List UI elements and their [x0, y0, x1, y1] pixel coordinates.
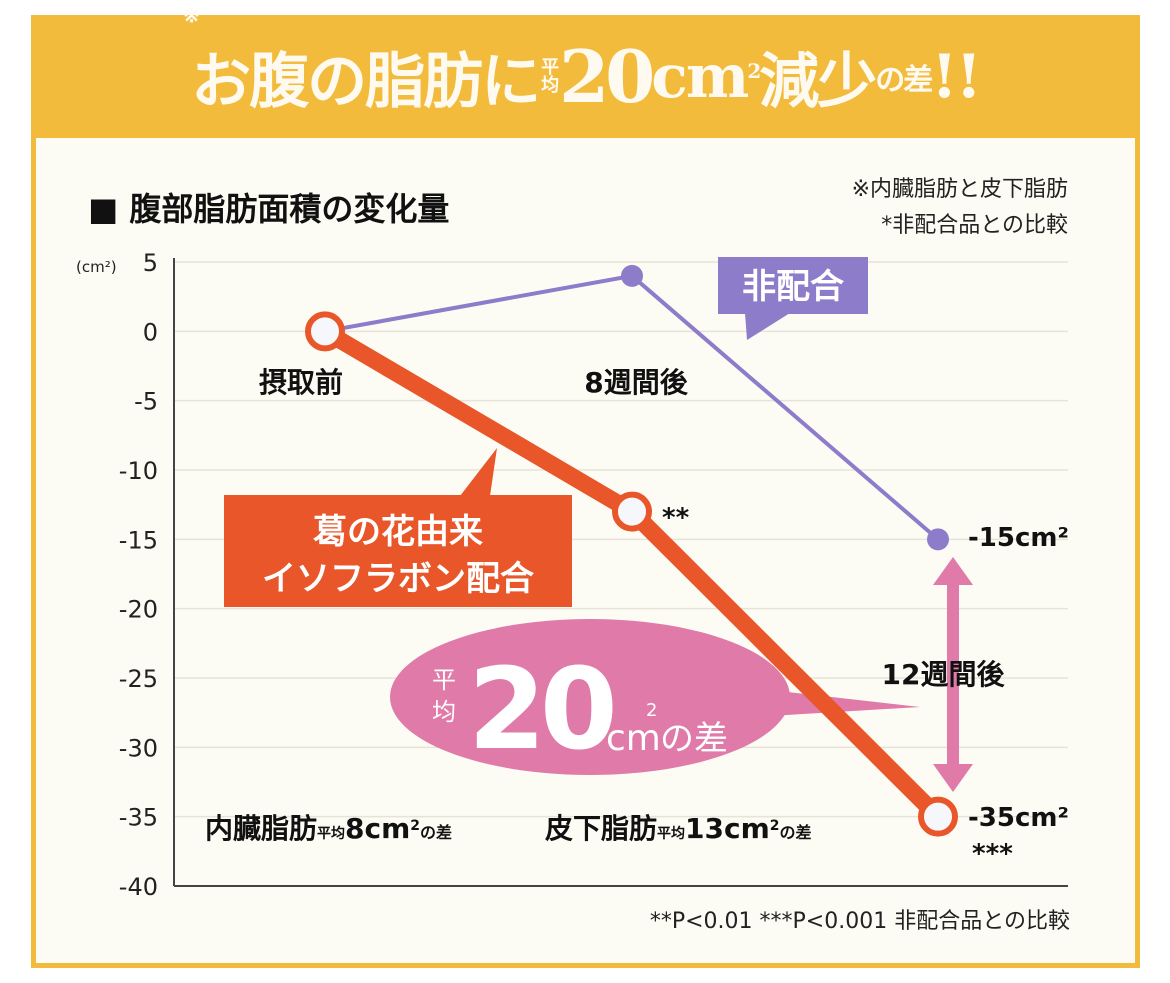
- category-label-0: 摂取前: [259, 366, 343, 399]
- visceral-sup: 2: [410, 818, 420, 834]
- subcutaneous-sup: 2: [770, 818, 780, 834]
- y-tick-label: -20: [119, 596, 158, 624]
- subcutaneous-suffix: の差: [780, 823, 812, 842]
- active-label-line2: イソフラボン配合: [262, 559, 534, 599]
- callout-avg-top: 平: [432, 666, 456, 694]
- y-tick-label: -15: [119, 526, 158, 554]
- headline-part2: に: [481, 47, 541, 117]
- y-tick-label: -25: [119, 665, 158, 693]
- placebo-label: 非配合: [742, 267, 844, 307]
- visceral-label: 内臓脂肪: [205, 812, 317, 845]
- callout-avg-bottom: 均: [432, 698, 456, 726]
- subcutaneous-label: 皮下脂肪: [545, 812, 657, 845]
- footnote: **P<0.01 ***P<0.001 非配合品との比較: [650, 909, 1070, 934]
- headline-part1: お腹の脂肪 ※: [183, 3, 483, 117]
- y-tick-label: -40: [119, 873, 158, 901]
- subcutaneous-avg: 平均: [657, 825, 685, 842]
- difference-arrow: [933, 557, 973, 792]
- category-label-2: 12週間後: [882, 658, 1006, 691]
- active-label-line1: 葛の花由来: [313, 512, 483, 552]
- callout-sup: 2: [646, 700, 657, 721]
- y-tick-label: -30: [119, 734, 158, 762]
- headline-unit: cm: [651, 41, 749, 112]
- series: [305, 264, 958, 837]
- headline-value: 20: [559, 34, 655, 119]
- breakdown-text-2: 皮下脂肪平均13cm2の差: [545, 812, 812, 845]
- y-axis-unit: (cm²): [76, 258, 117, 276]
- headline-unit-sup: 2: [747, 58, 761, 83]
- headline-exclaim: !!: [931, 41, 982, 112]
- placebo-end-label: -15cm²: [968, 523, 1069, 553]
- y-tick-label: -35: [119, 804, 158, 832]
- significance-week8: **: [662, 503, 690, 533]
- visceral-suffix: の差: [420, 823, 452, 842]
- data-point-active: [612, 491, 652, 532]
- chart-title: ■ 腹部脂肪面積の変化量: [88, 190, 449, 228]
- data-point-active: [305, 311, 345, 352]
- callout-unit: cm: [606, 718, 661, 759]
- difference-callout: 平 均 20 cm 2 の差: [390, 619, 920, 775]
- headline-avg: 平均: [541, 56, 559, 96]
- callout-value: 20: [468, 645, 613, 775]
- active-end-label: -35cm²: [968, 803, 1069, 833]
- data-point-placebo: [927, 528, 949, 551]
- visceral-avg: 平均: [317, 825, 345, 842]
- headline-part3: 減少: [759, 47, 877, 117]
- y-tick-label: -5: [134, 388, 158, 416]
- y-tick-label: 0: [143, 318, 158, 346]
- note-line-1: ※内臓脂肪と皮下脂肪: [852, 177, 1068, 202]
- data-point-active: [918, 796, 958, 837]
- active-legend-callout: 葛の花由来 イソフラボン配合: [224, 448, 572, 607]
- note-line-2: *非配合品との比較: [881, 213, 1068, 238]
- significance-week12: ***: [972, 839, 1013, 869]
- subcutaneous-value: 13cm: [685, 812, 770, 845]
- y-tick-label: 5: [143, 249, 158, 277]
- visceral-value: 8cm: [345, 812, 410, 845]
- placebo-legend-callout: 非配合: [718, 257, 868, 340]
- data-point-placebo: [621, 264, 643, 287]
- y-tick-label: -10: [119, 457, 158, 485]
- breakdown-text: 内臓脂肪平均8cm2の差: [205, 812, 452, 845]
- headline: お腹の脂肪 ※ に 平均 20 cm 2 減少 の差 !!: [31, 3, 1140, 138]
- callout-suffix: の差: [660, 719, 728, 759]
- y-tick-labels: 5 0 -5 -10 -15 -20 -25 -30 -35 -40: [119, 249, 158, 901]
- category-label-1: 8週間後: [584, 366, 688, 399]
- callout-ellipse: [390, 619, 790, 775]
- headline-part4: の差: [875, 62, 933, 98]
- headline-note-mark: ※: [183, 3, 200, 27]
